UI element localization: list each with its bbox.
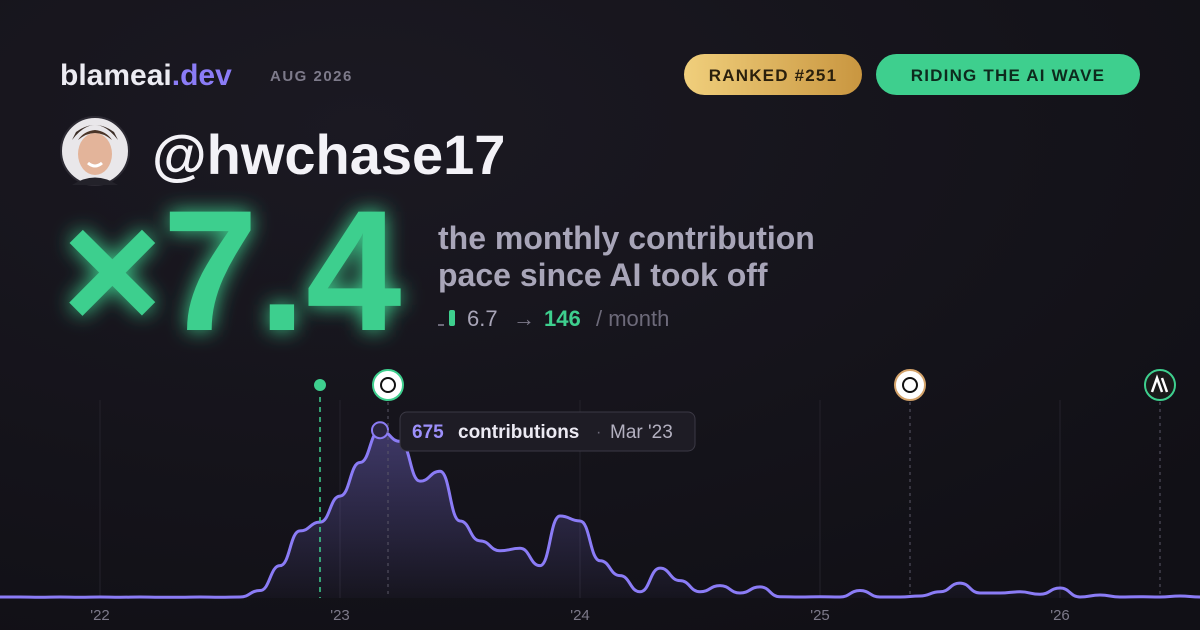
tooltip-date: Mar '23 <box>610 422 673 443</box>
handle: @hwchase17 <box>152 123 505 186</box>
avatar <box>60 116 130 186</box>
pace-after: 146 <box>544 306 581 331</box>
event-markers <box>314 369 1176 598</box>
tooltip: 675 contributions · Mar '23 <box>399 411 696 452</box>
brand: blameai.dev <box>60 59 232 92</box>
x-tick-label: '26 <box>1050 607 1070 624</box>
rank-badge <box>684 54 862 95</box>
date: AUG 2026 <box>270 68 353 85</box>
tooltip-sep: · <box>596 424 601 441</box>
pace-unit: / month <box>596 306 669 331</box>
chart: '22 '23 '24 '25 '26 <box>0 400 1200 624</box>
status-text: RIDING THE AI WAVE <box>911 66 1105 85</box>
status-badge <box>876 54 1140 95</box>
x-tick-label: '24 <box>570 607 590 624</box>
tooltip-value: 675 <box>412 422 444 443</box>
pace-arrow: → <box>513 306 535 331</box>
area <box>0 430 1200 598</box>
peak-marker <box>371 421 389 440</box>
tooltip-label: contributions <box>458 422 579 443</box>
pace-icon <box>438 324 444 326</box>
x-tick-label: '22 <box>90 607 110 624</box>
pace-icon <box>449 310 455 326</box>
x-tick-label: '23 <box>330 607 350 624</box>
brand-name: blameai <box>60 59 172 92</box>
description-line: the monthly contribution <box>438 220 815 256</box>
line <box>0 428 1200 599</box>
x-tick-label: '25 <box>810 607 830 624</box>
brand-tld: .dev <box>172 59 232 92</box>
description-line: pace since AI took off <box>438 257 768 293</box>
multiplier: ×7.4 <box>62 175 402 367</box>
rank-text: RANKED #251 <box>709 66 837 85</box>
pace-before: 6.7 <box>467 306 498 331</box>
